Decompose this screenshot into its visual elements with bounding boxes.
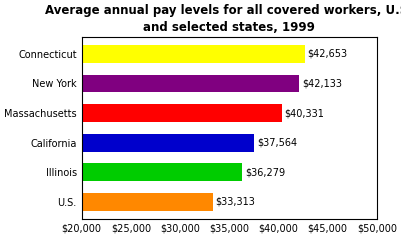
Text: $33,313: $33,313: [216, 197, 255, 207]
Title: Average annual pay levels for all covered workers, U.S.
and selected states, 199: Average annual pay levels for all covere…: [45, 4, 401, 34]
Bar: [82, 193, 213, 211]
Bar: [82, 134, 255, 152]
Text: $37,564: $37,564: [257, 138, 298, 148]
Text: $40,331: $40,331: [285, 108, 324, 118]
Bar: [82, 163, 242, 181]
Text: $42,133: $42,133: [302, 79, 342, 89]
Bar: [82, 74, 300, 92]
Text: $42,653: $42,653: [308, 49, 348, 59]
Text: $36,279: $36,279: [245, 167, 285, 177]
Bar: [82, 104, 282, 122]
Bar: [82, 45, 304, 63]
